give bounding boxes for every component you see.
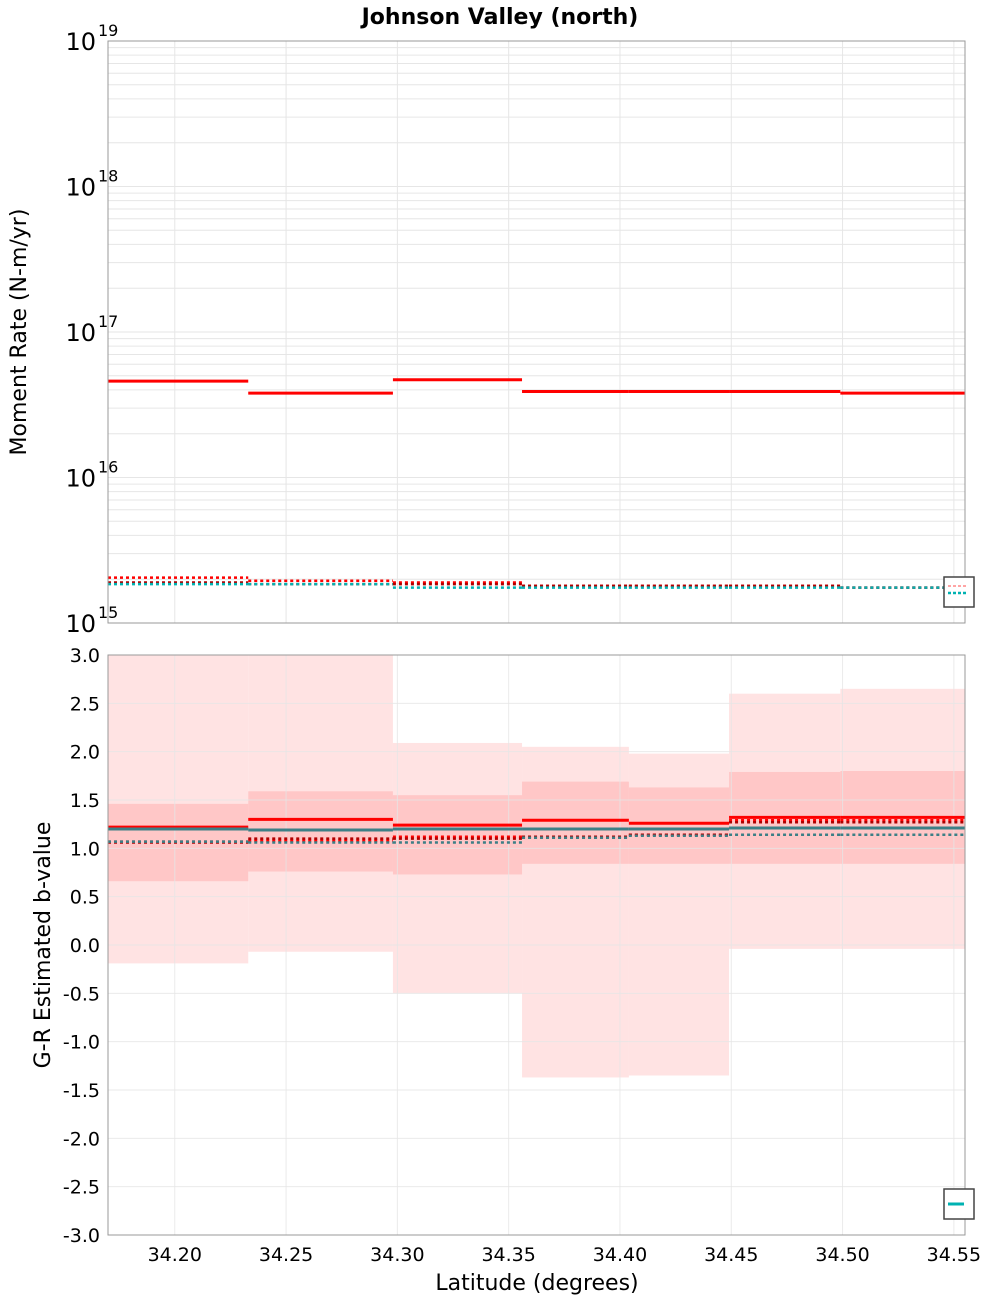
b-value-x-tick-label: 34.45: [704, 1244, 758, 1266]
b-value-x-tick-label: 34.50: [815, 1244, 869, 1266]
b-value-ylabel: G-R Estimated b-value: [31, 822, 56, 1069]
b-value-panel: -3.0 -2.5 -2.0 -1.5 -1.0 -0.5 0.0 0.5 1.0 1.5 2.0 2…: [31, 645, 981, 1296]
moment-legend[interactable]: [943, 576, 975, 608]
moment-y-tick-exponent: 15: [98, 603, 118, 622]
b-value-y-tick-label: -1.5: [63, 1080, 100, 1102]
b-value-y-tick-label: 1.5: [70, 790, 100, 812]
moment-y-tick-label: 10: [65, 174, 96, 202]
b-value-x-tick-label: 34.30: [370, 1244, 424, 1266]
b-value-inner-band-segment: [628, 787, 730, 864]
b-value-confidence-bands: [108, 655, 965, 1078]
moment-gridlines: [108, 40, 965, 624]
b-value-y-tick-label: 2.5: [70, 693, 100, 715]
b-value-x-tick-label: 34.40: [593, 1244, 647, 1266]
b-value-x-ticks: 34.20 34.25 34.30 34.35 34.40 34.45 34.50 34.55: [148, 1244, 981, 1266]
moment-y-tick-exponent: 17: [98, 312, 118, 331]
b-value-series: [108, 815, 965, 844]
b-value-inner-band-segment: [522, 781, 629, 864]
moment-y-tick-exponent: 16: [98, 458, 118, 477]
x-axis-label: Latitude (degrees): [435, 1271, 638, 1296]
b-value-y-tick-label: -0.5: [63, 983, 100, 1005]
chart-title: Johnson Valley (north): [360, 5, 639, 30]
moment-series: [108, 378, 965, 589]
moment-plot-frame: [107, 40, 966, 624]
b-value-y-tick-label: -2.0: [63, 1128, 100, 1150]
b-value-y-tick-label: -2.5: [63, 1177, 100, 1199]
moment-ylabel: Moment Rate (N-m/yr): [7, 209, 32, 456]
b-value-legend[interactable]: [943, 1188, 975, 1220]
moment-y-tick-label: 10: [65, 610, 96, 638]
moment-y-tick-label: 10: [65, 28, 96, 56]
b-value-x-tick-label: 34.55: [927, 1244, 981, 1266]
b-value-y-tick-label: 1.0: [70, 838, 100, 860]
b-value-y-ticks: -3.0 -2.5 -2.0 -1.5 -1.0 -0.5 0.0 0.5 1.0 1.5 2.0 2…: [63, 645, 100, 1247]
b-value-x-tick-label: 34.35: [481, 1244, 535, 1266]
b-value-y-tick-label: -3.0: [63, 1225, 100, 1247]
moment-y-tick-exponent: 18: [98, 167, 118, 186]
moment-y-tick-label: 10: [65, 319, 96, 347]
moment-y-tick-label: 10: [65, 465, 96, 493]
b-value-x-tick-label: 34.25: [259, 1244, 313, 1266]
b-value-inner-band-segment: [392, 795, 523, 875]
b-value-inner-band-segment: [108, 803, 249, 882]
b-value-x-tick-label: 34.20: [148, 1244, 202, 1266]
moment-y-tick-exponent: 19: [98, 21, 118, 40]
b-value-y-tick-label: 0.5: [70, 887, 100, 909]
b-value-y-tick-label: 2.0: [70, 742, 100, 764]
b-value-y-tick-label: 0.0: [70, 935, 100, 957]
b-value-y-tick-label: 3.0: [70, 645, 100, 667]
b-value-y-tick-label: -1.0: [63, 1032, 100, 1054]
b-value-plot-frame: [107, 654, 966, 1236]
